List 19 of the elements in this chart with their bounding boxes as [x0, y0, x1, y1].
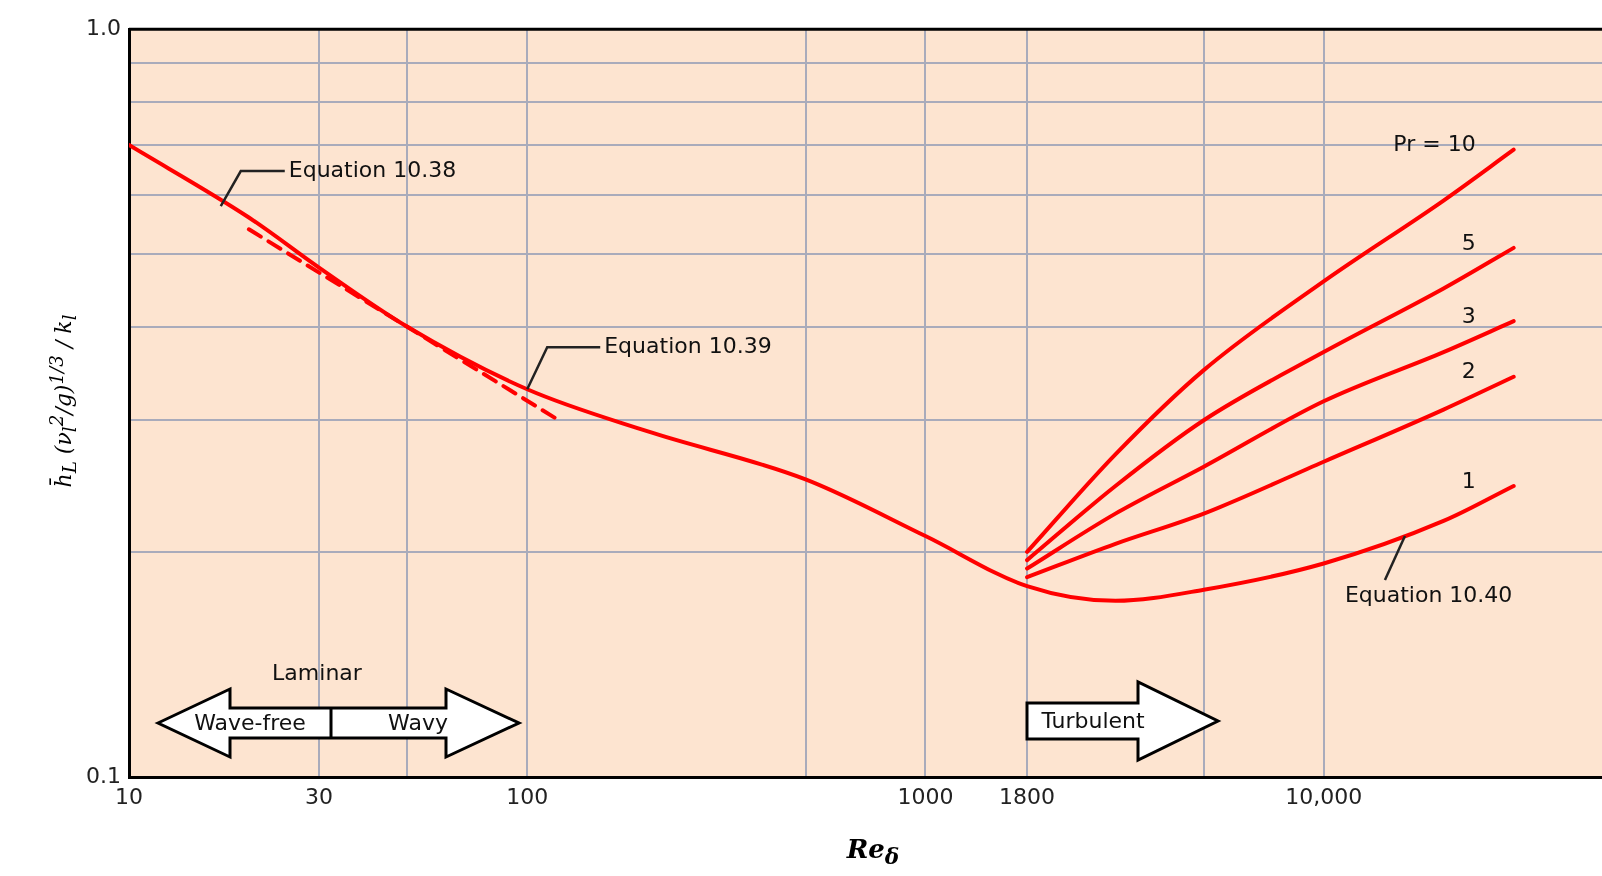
series-label: 2 — [1461, 358, 1476, 384]
annotation: Wave-free — [194, 710, 306, 735]
x-tick-label: 100 — [506, 783, 549, 809]
annotation: Equation 10.38 — [288, 156, 457, 182]
series-label: 5 — [1461, 229, 1476, 255]
x-tick-label: 10,000 — [1285, 783, 1363, 809]
x-tick-label: 1800 — [999, 783, 1056, 809]
series-label: Pr = 10 — [1393, 131, 1476, 157]
x-axis-title: Re$_{δ}$ — [846, 834, 900, 870]
x-tick-label: 1000 — [897, 783, 954, 809]
annotation: Wavy — [388, 710, 448, 735]
annotation: Equation 10.40 — [1344, 581, 1513, 607]
series-label: 1 — [1461, 467, 1476, 493]
x-tick-label: 30 — [305, 783, 333, 809]
series-label: 3 — [1461, 302, 1476, 328]
y-tick-label: 1.0 — [86, 14, 121, 40]
annotation: Equation 10.39 — [604, 332, 772, 358]
annotation: Laminar — [272, 660, 363, 685]
annotation: Turbulent — [1040, 708, 1145, 733]
